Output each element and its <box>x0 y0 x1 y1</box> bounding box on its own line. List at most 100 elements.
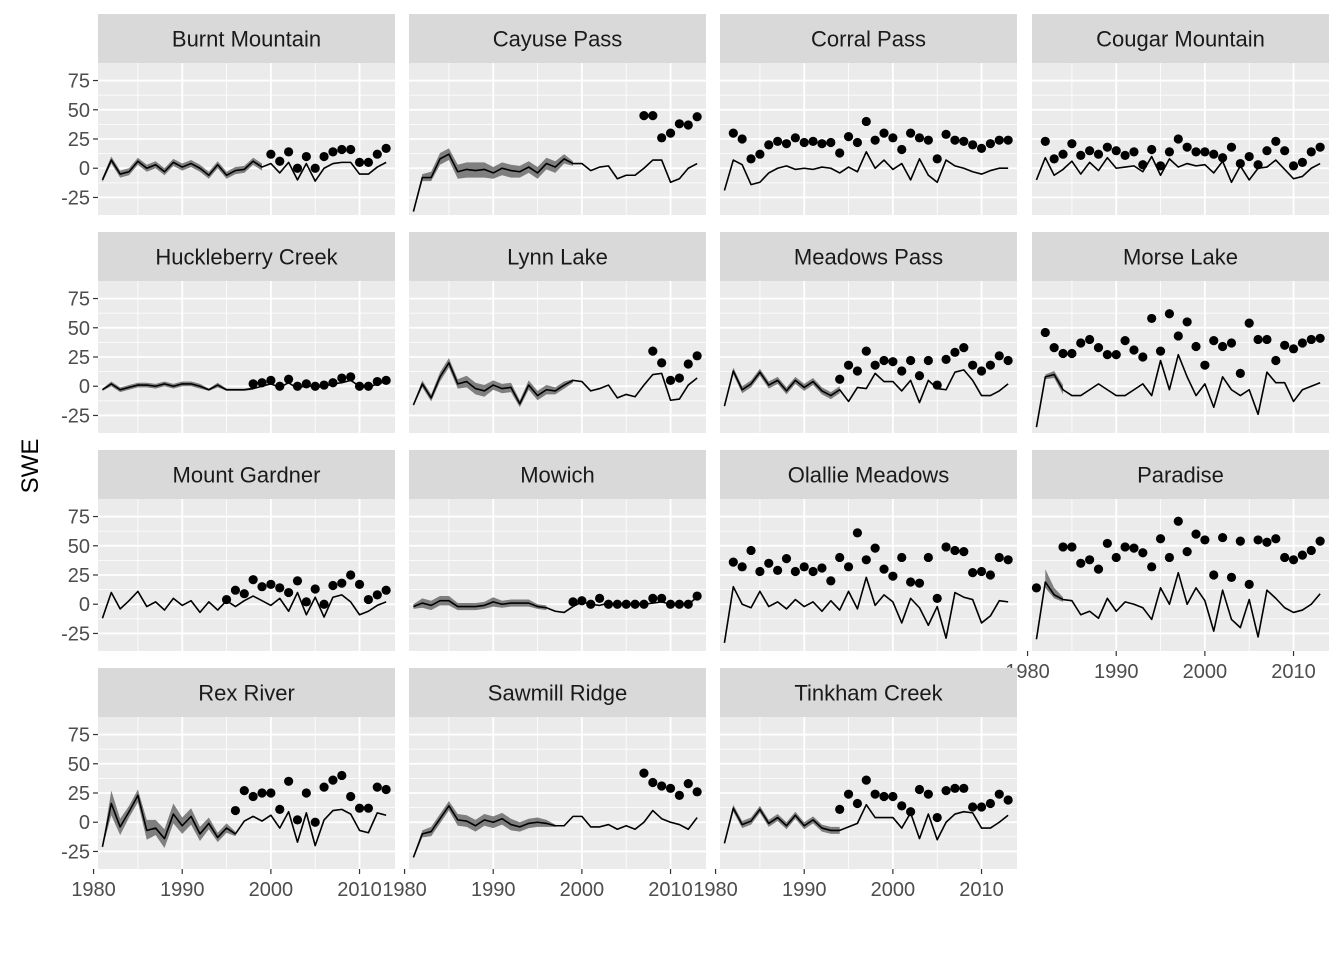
x-tick-label: 1990 <box>471 879 516 901</box>
data-point <box>1067 348 1077 359</box>
data-point <box>1235 158 1245 169</box>
data-point <box>1040 327 1050 338</box>
data-point <box>372 590 382 600</box>
data-point <box>1306 545 1316 556</box>
data-point <box>985 570 996 580</box>
data-point <box>1155 161 1166 171</box>
confidence-band <box>413 596 547 611</box>
data-point <box>835 148 845 158</box>
data-point <box>906 807 916 817</box>
data-point <box>586 599 596 609</box>
facet-olallie-meadows: Olallie Meadows <box>714 450 1017 651</box>
series-line <box>413 596 698 614</box>
facet-strip <box>98 232 395 281</box>
confidence-band <box>102 381 254 393</box>
data-point <box>968 360 978 370</box>
data-point <box>674 790 685 800</box>
data-point <box>879 791 889 802</box>
y-tick-label: -25 <box>61 623 90 645</box>
data-point <box>1271 534 1281 544</box>
series-line <box>1035 571 1321 640</box>
data-point <box>657 781 667 791</box>
data-point <box>932 812 942 823</box>
facet-corral-pass: Corral Pass <box>714 14 1017 215</box>
data-point <box>346 144 356 155</box>
data-point <box>683 120 693 130</box>
data-point <box>790 566 800 577</box>
facet-strip <box>1032 232 1329 281</box>
y-tick-label: 50 <box>68 536 90 558</box>
data-point <box>230 585 241 595</box>
data-point <box>852 137 863 148</box>
data-point <box>275 804 285 814</box>
data-point <box>292 576 303 586</box>
data-point <box>337 144 347 155</box>
data-point <box>897 366 907 376</box>
series-line <box>723 803 1009 844</box>
data-point <box>959 547 969 557</box>
y-tick-label: -25 <box>61 187 90 209</box>
data-point <box>994 351 1004 361</box>
y-tick-label: 0 <box>79 376 90 398</box>
data-point <box>941 129 951 139</box>
confidence-band <box>724 367 840 408</box>
data-point <box>1111 552 1121 563</box>
data-point <box>284 147 294 157</box>
facet-title: Lynn Lake <box>507 245 608 270</box>
data-point <box>310 817 320 827</box>
data-point <box>1085 146 1095 156</box>
data-point <box>843 789 854 799</box>
data-point <box>1102 538 1112 549</box>
data-point <box>1093 564 1104 574</box>
data-point <box>843 360 854 370</box>
data-point <box>923 355 933 366</box>
facet-title: Mount Gardner <box>173 463 321 488</box>
data-point <box>1297 338 1308 348</box>
data-point <box>941 786 951 796</box>
data-point <box>879 564 889 574</box>
facet-huckleberry-creek: Huckleberry Creek -25 0 25 50 75 <box>61 232 395 433</box>
data-point <box>648 593 658 603</box>
facet-title: Olallie Meadows <box>788 463 949 488</box>
data-point <box>914 578 925 588</box>
data-point <box>674 119 685 129</box>
data-point <box>1120 336 1130 346</box>
data-point <box>1111 146 1121 156</box>
data-point <box>1031 583 1042 593</box>
data-point <box>275 156 285 166</box>
data-point <box>630 599 640 609</box>
data-point <box>1058 542 1068 552</box>
y-tick-label: 0 <box>79 594 90 616</box>
data-point <box>1315 333 1325 343</box>
y-tick-label: 25 <box>68 129 90 151</box>
data-point <box>790 133 800 143</box>
data-point <box>310 163 320 173</box>
y-axis-label: SWE <box>17 439 44 494</box>
y-tick-label: -25 <box>61 841 90 863</box>
data-point <box>994 552 1004 563</box>
facet-strip <box>720 450 1017 499</box>
data-point <box>1280 552 1290 563</box>
data-point <box>932 154 942 164</box>
data-point <box>292 381 303 391</box>
data-point <box>292 163 303 173</box>
data-point <box>976 366 987 376</box>
x-tick-label: 2000 <box>871 879 916 901</box>
data-point <box>976 802 987 812</box>
series-line <box>412 153 698 212</box>
y-tick-label: 75 <box>68 289 90 311</box>
data-point <box>1003 135 1013 145</box>
data-point <box>1226 142 1237 152</box>
data-point <box>968 802 978 812</box>
data-point <box>879 128 889 138</box>
data-point <box>1306 147 1316 157</box>
facet-title: Cayuse Pass <box>493 27 623 52</box>
data-point <box>1049 154 1059 164</box>
data-point <box>959 783 969 793</box>
data-point <box>381 784 391 795</box>
data-point <box>683 779 693 789</box>
data-point <box>843 562 854 572</box>
data-point <box>861 555 871 565</box>
data-point <box>665 128 676 138</box>
x-tick-label: 2010 <box>337 879 382 901</box>
